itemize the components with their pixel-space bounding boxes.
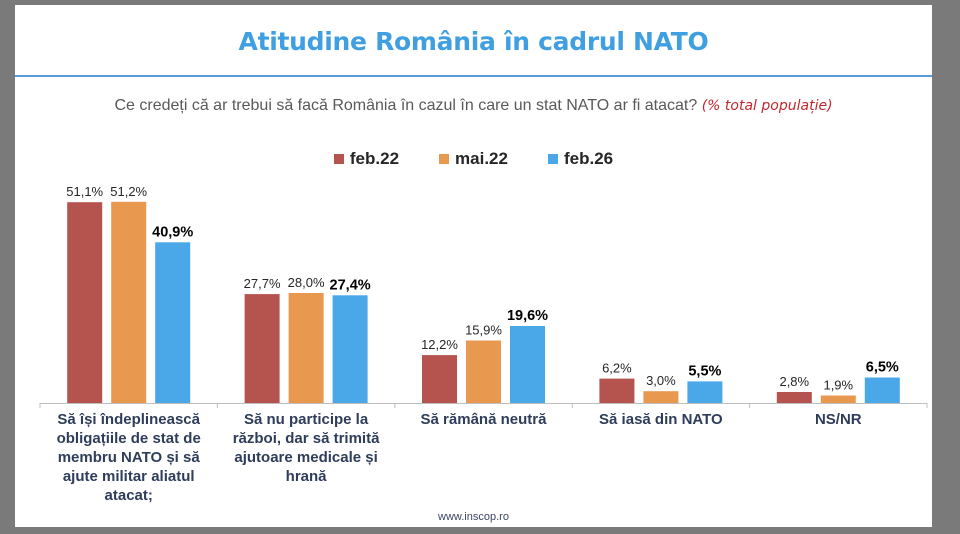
- bar-mai22-1: [288, 293, 324, 403]
- bar-feb22-3: [599, 378, 635, 403]
- bar-mai22-0: [111, 201, 147, 403]
- bar-mai22-3: [643, 391, 679, 403]
- category-label: NS/NR: [814, 411, 862, 428]
- bar-feb26-3: [687, 381, 723, 403]
- bar-feb22-2: [422, 355, 457, 403]
- legend-swatch-feb22: [333, 154, 344, 164]
- slide: Atitudine România în cadrul NATO Ce cred…: [15, 5, 932, 527]
- legend-label-feb26: feb.26: [563, 149, 614, 168]
- data-label-feb26-0: 40,9%: [152, 224, 193, 240]
- category-label: Să iasă din NATO: [599, 411, 723, 428]
- data-label-feb26-4: 6,5%: [866, 360, 899, 376]
- legend-swatch-feb26: [547, 154, 558, 164]
- bar-chart: 51,1% 51,2% 40,9% 27,7% 28,0% 27,4% 12,2% 15,9%…: [39, 184, 928, 408]
- legend-label-mai22: mai.22: [455, 149, 508, 168]
- bar-feb22-1: [244, 294, 280, 403]
- bar-feb22-0: [67, 202, 103, 403]
- category-label: Să nu participe la război, dar să trimit…: [232, 411, 380, 485]
- bar-feb26-4: [864, 377, 900, 403]
- data-label-mai22-2: 15,9%: [465, 323, 502, 338]
- bar-mai22-2: [466, 340, 501, 403]
- data-label-mai22-3: 3,0%: [646, 373, 676, 388]
- data-label-feb22-2: 12,2%: [421, 337, 458, 352]
- chart-subtitle: Ce credeți că ar trebui să facă România …: [15, 97, 932, 115]
- question-text: Ce credeți că ar trebui să facă România …: [114, 97, 698, 114]
- title-divider: [15, 75, 932, 77]
- data-label-mai22-4: 1,9%: [823, 378, 853, 393]
- data-label-feb22-3: 6,2%: [602, 361, 632, 376]
- data-label-feb26-3: 5,5%: [688, 363, 721, 379]
- data-label-feb26-2: 19,6%: [507, 308, 548, 324]
- bar-feb26-2: [510, 326, 545, 403]
- data-label-mai22-1: 28,0%: [288, 275, 325, 290]
- data-label-feb22-4: 2,8%: [779, 374, 809, 389]
- question-note: (% total populație): [701, 98, 833, 114]
- bar-feb22-4: [776, 392, 812, 403]
- legend: feb.22 mai.22 feb.26: [15, 149, 932, 169]
- legend-item-feb26: feb.26: [547, 149, 614, 169]
- data-label-feb22-0: 51,1%: [66, 184, 103, 199]
- legend-item-mai22: mai.22: [439, 149, 508, 169]
- legend-label-feb22: feb.22: [349, 149, 400, 168]
- data-label-feb26-1: 27,4%: [330, 277, 371, 293]
- legend-item-feb22: feb.22: [333, 149, 400, 169]
- bar-mai22-4: [820, 395, 856, 403]
- legend-swatch-mai22: [439, 154, 450, 164]
- data-label-mai22-0: 51,2%: [110, 184, 147, 199]
- category-label: Să își îndeplinească obligațiile de stat…: [56, 411, 201, 504]
- chart-title: Atitudine România în cadrul NATO: [238, 27, 709, 56]
- footer-url: www.inscop.ro: [438, 511, 509, 523]
- category-label: Să rămână neutră: [420, 411, 547, 428]
- data-label-feb22-1: 27,7%: [244, 276, 281, 291]
- bar-feb26-0: [155, 242, 191, 403]
- bar-feb26-1: [332, 295, 368, 403]
